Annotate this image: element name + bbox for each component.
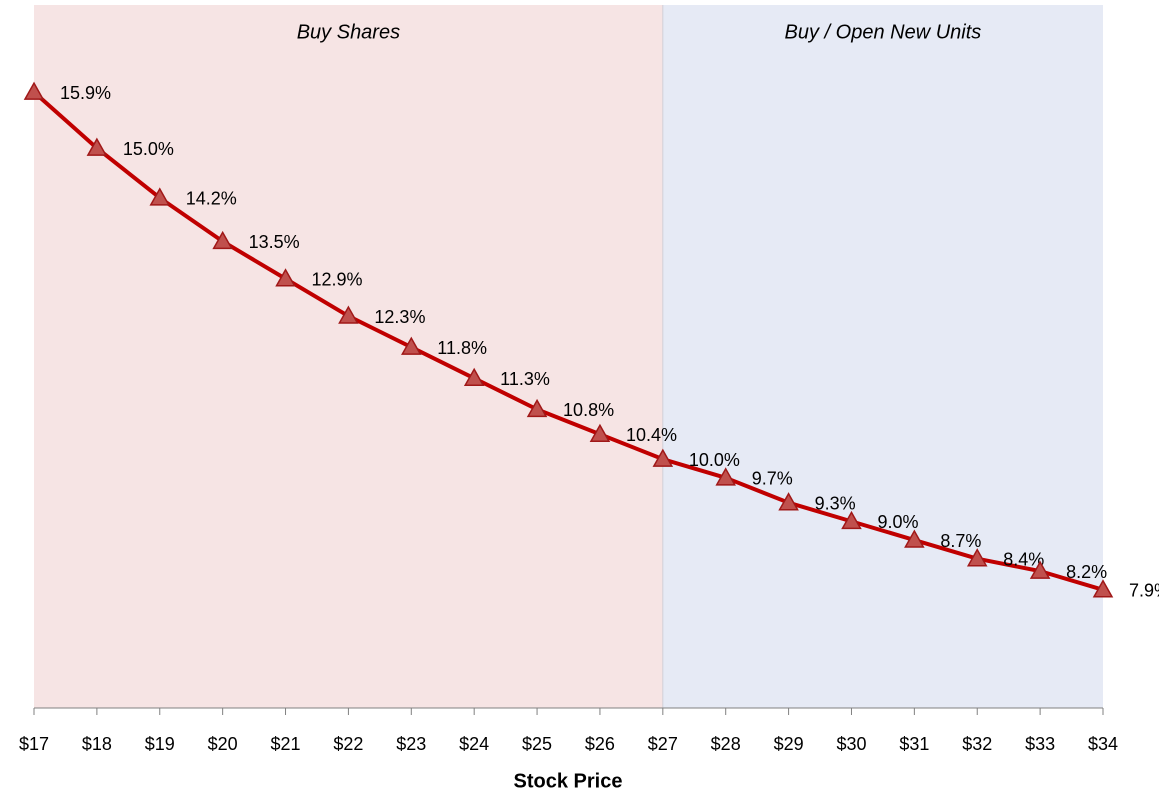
x-tick-label: $32 [962, 734, 992, 754]
data-label: 9.3% [815, 493, 856, 513]
data-label: 15.0% [123, 139, 174, 159]
region-label: Buy Shares [297, 21, 400, 43]
region-label: Buy / Open New Units [785, 21, 982, 43]
data-label: 10.0% [689, 450, 740, 470]
data-label: 14.2% [186, 189, 237, 209]
marker [275, 268, 296, 287]
marker [526, 398, 548, 418]
marker [589, 423, 611, 443]
data-label: 7.9% [1129, 581, 1159, 601]
x-tick-label: $27 [648, 734, 678, 754]
data-label: 12.3% [374, 307, 425, 327]
data-label: 8.7% [940, 531, 981, 551]
x-tick-label: $26 [585, 734, 615, 754]
marker [1092, 579, 1114, 598]
marker [715, 467, 736, 486]
data-label: 8.2% [1066, 562, 1107, 582]
region [34, 5, 663, 708]
data-label: 10.4% [626, 425, 677, 445]
marker [401, 336, 422, 355]
marker [966, 548, 988, 567]
marker [1029, 560, 1051, 579]
x-tick-label: $31 [899, 734, 929, 754]
x-tick-label: $18 [82, 734, 112, 754]
marker [652, 448, 674, 467]
data-label: 11.8% [437, 338, 487, 358]
data-label: 15.9% [60, 83, 111, 103]
x-tick-label: $17 [19, 734, 49, 754]
marker [23, 81, 45, 100]
marker [338, 305, 359, 324]
x-tick-label: $33 [1025, 734, 1055, 754]
marker [463, 367, 485, 387]
marker [149, 187, 171, 206]
x-tick-label: $25 [522, 734, 552, 754]
data-label: 8.4% [1003, 549, 1044, 569]
data-label: 9.0% [877, 512, 918, 532]
x-tick-label: $29 [774, 734, 804, 754]
data-label: 12.9% [312, 269, 363, 289]
marker [212, 230, 233, 250]
marker [86, 137, 108, 156]
x-tick-label: $30 [836, 734, 866, 754]
x-tick-label: $19 [145, 734, 175, 754]
marker [904, 529, 925, 548]
region [662, 5, 1103, 708]
x-tick-label: $23 [396, 734, 426, 754]
x-tick-label: $21 [271, 734, 301, 754]
x-tick-label: $34 [1088, 734, 1118, 754]
data-label: 10.8% [563, 400, 614, 420]
marker [778, 492, 799, 511]
data-label: 13.5% [249, 232, 300, 252]
x-tick-label: $28 [711, 734, 741, 754]
marker [841, 510, 862, 530]
x-tick-label: $20 [208, 734, 238, 754]
x-axis-title: Stock Price [514, 770, 623, 792]
x-tick-label: $22 [333, 734, 363, 754]
x-tick-label: $24 [459, 734, 489, 754]
data-label: 11.3% [500, 369, 550, 389]
series-line [32, 90, 1104, 592]
data-label: 9.7% [752, 469, 793, 489]
